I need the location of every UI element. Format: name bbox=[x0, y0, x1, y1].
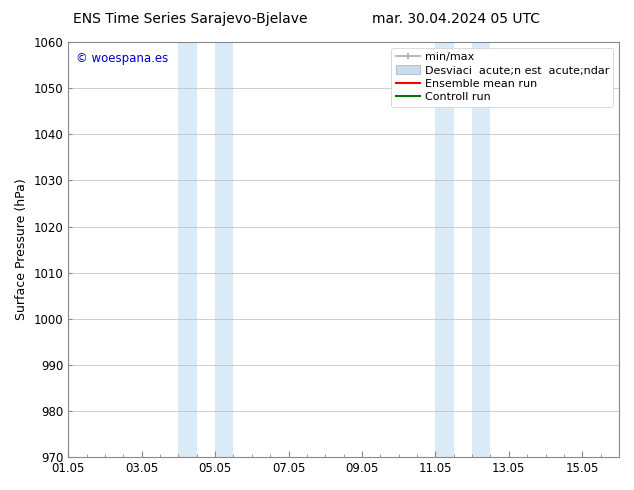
Text: ENS Time Series Sarajevo-Bjelave: ENS Time Series Sarajevo-Bjelave bbox=[73, 12, 307, 26]
Legend: min/max, Desviaci  acute;n est  acute;ndar, Ensemble mean run, Controll run: min/max, Desviaci acute;n est acute;ndar… bbox=[391, 48, 614, 107]
Bar bbox=[178, 42, 197, 457]
Y-axis label: Surface Pressure (hPa): Surface Pressure (hPa) bbox=[15, 179, 28, 320]
Text: mar. 30.04.2024 05 UTC: mar. 30.04.2024 05 UTC bbox=[373, 12, 540, 26]
Bar bbox=[215, 42, 233, 457]
Bar bbox=[436, 42, 454, 457]
Bar bbox=[472, 42, 491, 457]
Text: © woespana.es: © woespana.es bbox=[77, 52, 169, 66]
